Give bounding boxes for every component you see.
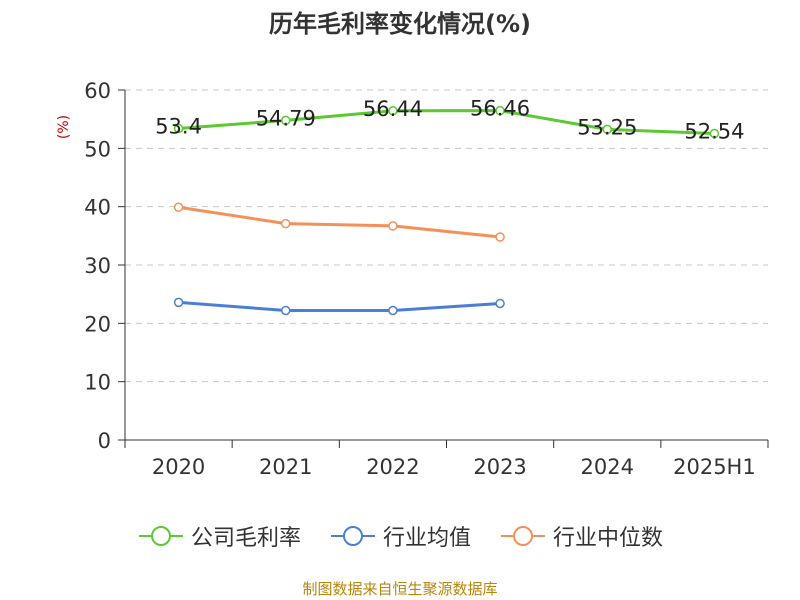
series-line xyxy=(178,109,715,136)
data-point xyxy=(388,106,398,116)
y-tick-label: 20 xyxy=(84,312,111,336)
data-point xyxy=(281,305,291,316)
data-point xyxy=(173,123,184,134)
data-label: 52.54 xyxy=(684,120,744,144)
x-tick-label: 2021 xyxy=(259,455,312,479)
y-tick-label: 0 xyxy=(98,429,111,453)
legend-label: 公司毛利率 xyxy=(190,526,301,551)
y-tick-label: 40 xyxy=(84,196,111,220)
legend-item-industry-median[interactable]: 行业中位数 xyxy=(499,520,663,552)
data-label: 53.4 xyxy=(155,115,202,139)
data-point xyxy=(495,232,505,242)
data-label: 54.79 xyxy=(256,106,316,130)
axes: 0 10 20 30 40 50 60 2020 2021 2022 2023 2024 2025H1 xyxy=(84,79,769,479)
y-tick-label: 30 xyxy=(84,254,111,278)
data-point xyxy=(495,298,505,309)
data-point xyxy=(602,124,612,135)
legend-line-marker-icon xyxy=(138,526,183,546)
chart-title: 历年毛利率变化情况(%) xyxy=(269,10,531,38)
data-point xyxy=(495,105,505,116)
data-point xyxy=(173,202,184,212)
series-line xyxy=(178,205,501,239)
data-point xyxy=(709,128,720,139)
data-point xyxy=(281,218,291,229)
data-point xyxy=(388,221,398,231)
data-labels: 53.4 54.79 56.44 56.46 53.25 52.54 xyxy=(155,97,744,144)
x-tick-label: 2023 xyxy=(473,455,526,479)
legend-line-marker-icon xyxy=(330,526,375,546)
legend-item-industry-mean[interactable]: 行业均值 xyxy=(329,520,471,552)
series-lines xyxy=(173,105,720,316)
data-label: 53.25 xyxy=(577,115,637,139)
y-axis-label: (%) xyxy=(56,115,72,139)
legend-line-marker-icon xyxy=(501,526,545,546)
legend-label: 行业中位数 xyxy=(553,526,664,551)
y-tick-label: 50 xyxy=(84,137,111,161)
source-note: 制图数据来自恒生聚源数据库 xyxy=(302,580,498,598)
data-label: 56.44 xyxy=(363,97,423,121)
legend-label: 行业均值 xyxy=(382,526,471,551)
y-tick-label: 60 xyxy=(84,79,111,103)
y-tick-label: 10 xyxy=(84,371,111,395)
series-line xyxy=(178,300,501,312)
legend-item-company[interactable]: 公司毛利率 xyxy=(137,520,301,552)
data-point xyxy=(173,297,184,308)
x-tick-label: 2025H1 xyxy=(673,455,756,479)
legend: 公司毛利率 行业均值 行业中位数 xyxy=(0,520,800,552)
data-point xyxy=(388,305,398,316)
gridlines xyxy=(125,89,768,383)
x-tick-label: 2020 xyxy=(152,455,205,479)
data-label: 56.46 xyxy=(470,97,530,121)
x-tick-label: 2024 xyxy=(581,455,634,479)
x-tick-label: 2022 xyxy=(366,455,419,479)
data-point xyxy=(281,115,291,126)
